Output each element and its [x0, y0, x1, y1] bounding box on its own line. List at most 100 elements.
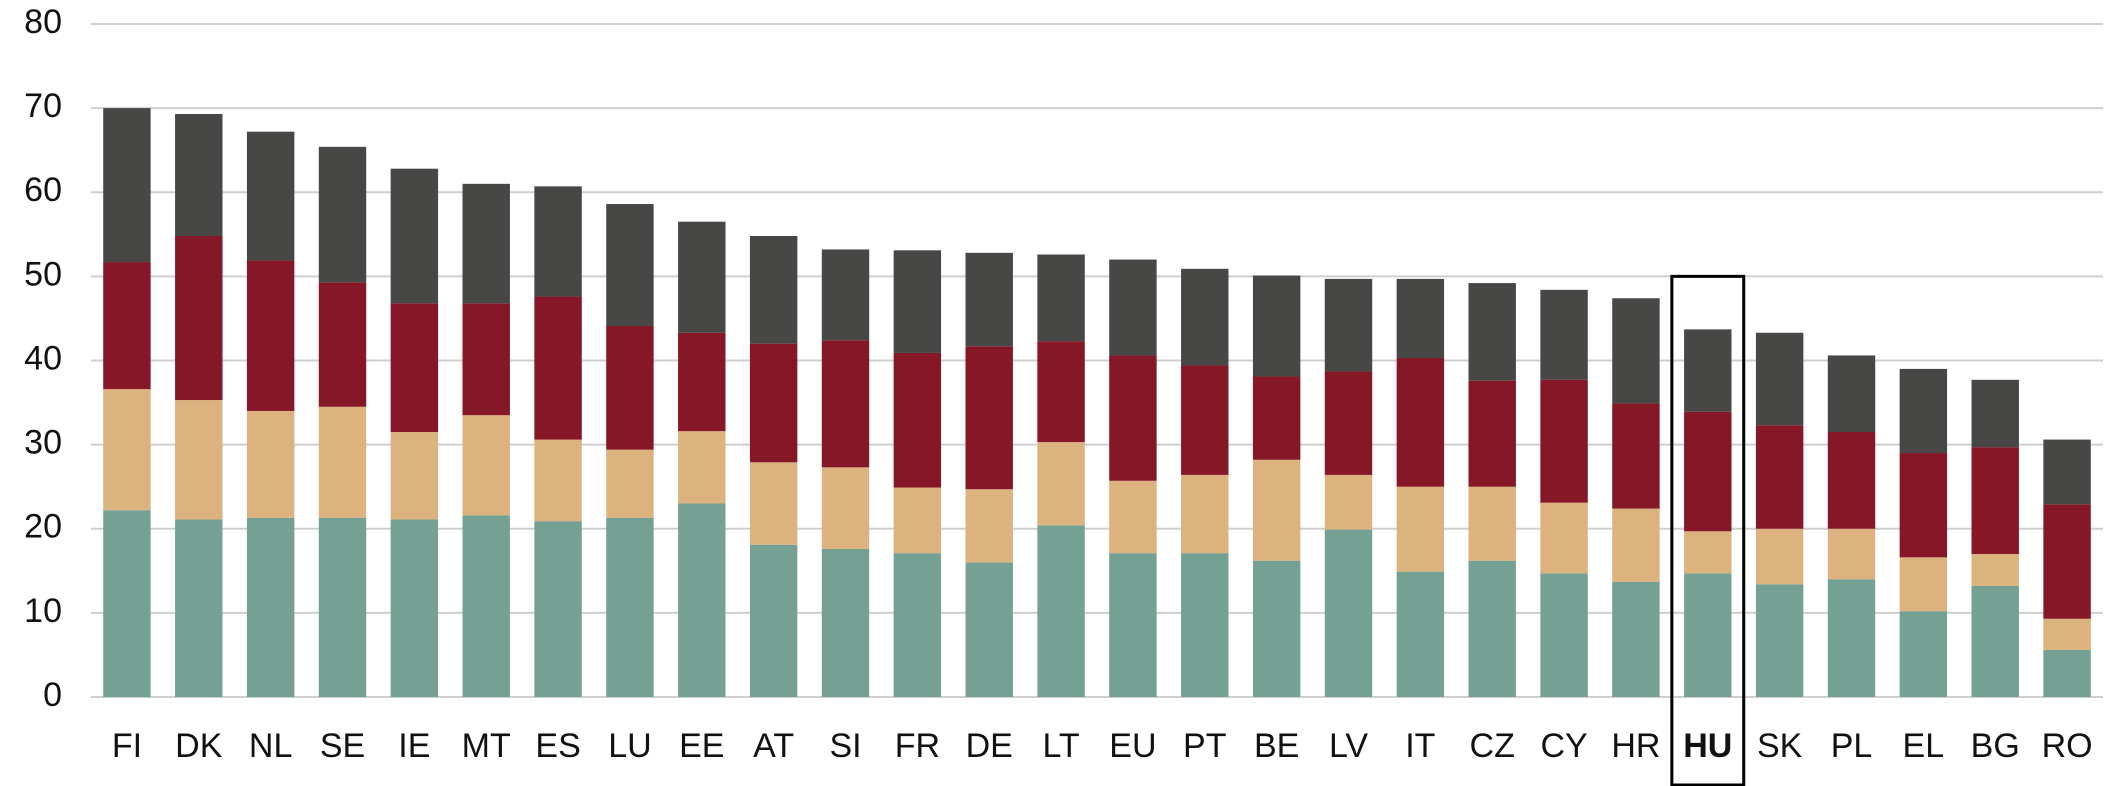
bar-segment: [1899, 557, 1948, 612]
bar-segment: [965, 346, 1013, 490]
bar-segment: [678, 431, 726, 504]
bar-segment: [246, 517, 295, 697]
x-tick-label: AT: [753, 727, 794, 765]
y-tick-label: 60: [24, 171, 62, 209]
x-tick-label: LT: [1042, 727, 1079, 765]
bar-segment: [1468, 486, 1516, 561]
bar-segment: [1540, 502, 1588, 574]
x-tick-label: CY: [1540, 727, 1587, 765]
bar-segment: [606, 517, 654, 697]
bar-segment: [1396, 357, 1445, 487]
bar-segment: [390, 303, 439, 433]
bar-segment: [1252, 459, 1301, 561]
bar-segment: [1109, 553, 1157, 697]
bar-segment: [606, 326, 654, 450]
bar-segment: [1252, 376, 1301, 460]
bar-segment: [1540, 379, 1588, 503]
y-tick-label: 0: [43, 676, 62, 714]
x-tick-label: IE: [398, 727, 430, 765]
bar-segment: [965, 562, 1013, 697]
x-tick-label: MT: [462, 727, 511, 765]
y-tick-label: 40: [24, 339, 62, 377]
bar-segment: [175, 114, 223, 236]
bar-segment: [534, 186, 582, 297]
bar-segment: [678, 503, 726, 697]
bar-segment: [1971, 379, 2019, 448]
bar-segment: [1324, 474, 1373, 530]
x-tick-label: CZ: [1470, 727, 1515, 765]
y-tick-label: 10: [24, 592, 62, 630]
x-tick-label: DE: [966, 727, 1013, 765]
x-tick-label: PL: [1831, 727, 1873, 765]
x-tick-label: EL: [1903, 727, 1945, 765]
bar-segment: [1540, 289, 1588, 380]
bar-segment: [1468, 560, 1516, 697]
bar-segment: [1827, 528, 1876, 580]
y-tick-label: 70: [24, 87, 62, 125]
x-tick-label: LU: [608, 727, 651, 765]
x-tick-label: LV: [1329, 727, 1368, 765]
bar-segment: [2043, 618, 2091, 650]
bar-segment: [749, 462, 798, 545]
bar-segment: [749, 544, 798, 697]
bar-segment: [1899, 611, 1948, 697]
bar-segment: [1684, 329, 1732, 412]
x-tick-label: PT: [1183, 727, 1226, 765]
bar-segment: [821, 467, 870, 549]
bar-segment: [103, 510, 151, 697]
bar-segment: [390, 432, 439, 520]
bar-segment: [2043, 649, 2091, 697]
x-tick-label: SE: [320, 727, 365, 765]
y-tick-label: 50: [24, 255, 62, 293]
bar-segment: [318, 406, 367, 518]
bar-segment: [1181, 474, 1229, 554]
bar-segment: [965, 489, 1013, 563]
bar-segment: [1540, 573, 1588, 697]
bar-segment: [1396, 278, 1445, 358]
bar-segment: [1755, 332, 1804, 426]
bar-segment: [1684, 411, 1732, 532]
bar-segment: [678, 221, 726, 333]
x-tick-label: SI: [829, 727, 861, 765]
bar-segment: [1612, 403, 1660, 509]
x-tick-label: NL: [249, 727, 292, 765]
bar-segment: [1684, 531, 1732, 574]
bar-segment: [606, 449, 654, 518]
bar-segment: [1037, 442, 1085, 526]
bar-segment: [1324, 371, 1373, 475]
bar-segment: [462, 183, 510, 304]
bar-segment: [1252, 275, 1301, 377]
bar-segment: [893, 352, 942, 488]
bar-segment: [893, 487, 942, 554]
bar-segment: [462, 515, 510, 697]
x-tick-label: IT: [1405, 727, 1435, 765]
bar-segment: [749, 235, 798, 344]
x-tick-label: ES: [535, 727, 580, 765]
bar-segment: [821, 249, 870, 341]
bar-segment: [749, 343, 798, 463]
bar-segment: [534, 296, 582, 440]
bar-segment: [318, 282, 367, 407]
bar-segment: [1109, 355, 1157, 481]
bar-segment: [390, 168, 439, 304]
x-tick-label: BE: [1254, 727, 1299, 765]
bar-segment: [1037, 525, 1085, 697]
bar-segment: [462, 303, 510, 416]
bar-segment: [1827, 579, 1876, 697]
bar-segment: [246, 131, 295, 261]
bar-segment: [1037, 254, 1085, 342]
bar-segment: [103, 108, 151, 263]
bar-segment: [1899, 368, 1948, 454]
bar-segment: [965, 252, 1013, 347]
x-tick-label: FR: [895, 727, 940, 765]
x-tick-label: HR: [1611, 727, 1660, 765]
bar-segment: [1468, 283, 1516, 381]
x-tick-label: DK: [175, 727, 223, 765]
y-tick-label: 80: [24, 3, 62, 41]
bar-segment: [1827, 355, 1876, 433]
bar-segment: [1612, 508, 1660, 582]
bar-segment: [1037, 341, 1085, 443]
highlight-box: [1670, 274, 1746, 786]
x-tick-label: BG: [1971, 727, 2020, 765]
bar-segment: [534, 439, 582, 522]
